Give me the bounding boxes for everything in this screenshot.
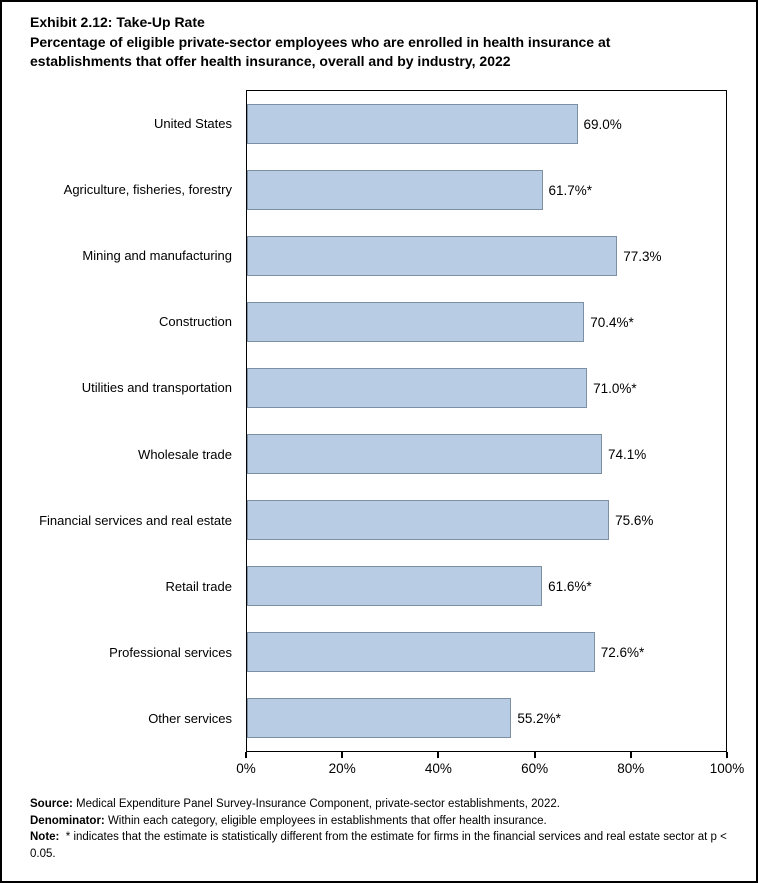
category-label: United States (153, 115, 232, 131)
bar (247, 434, 602, 474)
x-tick-label: 100% (709, 761, 745, 776)
category-label: Utilities and transportation (81, 380, 232, 396)
x-tick-label: 0% (236, 761, 256, 776)
bar (247, 632, 595, 672)
x-tick-label: 20% (328, 761, 356, 776)
category-label: Other services (148, 711, 232, 727)
bar (247, 368, 588, 408)
bar-row: 77.3% (247, 223, 726, 289)
bar-row: 72.6%* (247, 619, 726, 685)
note-label: Note: (30, 831, 60, 843)
category-label: Agriculture, fisheries, forestry (63, 181, 232, 197)
source-note: Source: Medical Expenditure Panel Survey… (30, 796, 738, 813)
x-tick-mark (629, 752, 632, 758)
category-label: Construction (159, 314, 232, 330)
bar (247, 170, 543, 210)
title-block: Exhibit 2.12: Take-Up Rate Percentage of… (30, 13, 708, 72)
category-label: Wholesale trade (138, 446, 232, 462)
bar-row: 69.0% (247, 91, 726, 157)
page-subtitle: Percentage of eligible private-sector em… (30, 33, 611, 70)
bar-row: 75.6% (247, 487, 726, 553)
x-tick-mark (245, 752, 247, 758)
note-text: * indicates that the estimate is statist… (30, 831, 727, 860)
denominator-note: Denominator: Within each category, eligi… (30, 813, 738, 830)
x-tick-mark (533, 752, 536, 758)
x-tick-mark (437, 752, 440, 758)
category-label: Financial services and real estate (39, 512, 232, 528)
category-label: Professional services (109, 645, 232, 661)
denominator-text: Within each category, eligible employees… (107, 814, 547, 827)
denominator-label: Denominator: (30, 814, 105, 827)
asterisk-note: Note: * indicates that the estimate is s… (30, 829, 738, 862)
bar (247, 566, 543, 606)
source-label: Source: (30, 798, 73, 810)
footnotes: Source: Medical Expenditure Panel Survey… (30, 796, 738, 862)
bar-row: 70.4%* (247, 289, 726, 355)
bar (247, 698, 512, 738)
bar-row: 55.2%* (247, 685, 726, 751)
plot-area: 69.0% 61.7%* 77.3% 70.4%* 71.0%* 74.1% 75.6% 61… (246, 90, 727, 752)
value-label: 74.1% (607, 446, 647, 462)
value-label: 72.6%* (600, 644, 645, 660)
value-label: 69.0% (583, 116, 622, 132)
x-tick-mark (726, 752, 728, 758)
x-tick-label: 60% (521, 761, 549, 776)
category-label: Mining and manufacturing (82, 248, 232, 263)
bar-rows: 69.0% 61.7%* 77.3% 70.4%* 71.0%* 74.1% 75.6% 61… (247, 91, 726, 751)
source-text: Medical Expenditure Panel Survey-Insuran… (76, 798, 560, 810)
category-label: Retail trade (165, 579, 232, 595)
value-label: 55.2%* (517, 710, 561, 726)
value-label: 77.3% (623, 248, 662, 264)
bar-row: 61.7%* (247, 157, 726, 223)
bar (247, 302, 585, 342)
page-title: Exhibit 2.12: Take-Up Rate (30, 14, 205, 30)
value-label: 71.0%* (593, 380, 637, 396)
value-label: 61.6%* (548, 578, 592, 594)
x-tick-label: 80% (617, 761, 645, 776)
x-tick-mark (341, 752, 344, 758)
x-axis: 0% 20% 40% 60% 80% 100% (236, 752, 744, 784)
bar (247, 236, 618, 276)
value-label: 70.4%* (590, 314, 634, 330)
value-label: 75.6% (615, 512, 654, 528)
category-labels: United States Agriculture, fisheries, for… (2, 90, 239, 752)
bar-row: 61.6%* (247, 553, 726, 619)
bar (247, 104, 578, 144)
bar (247, 500, 610, 540)
bar-row: 71.0%* (247, 355, 726, 421)
x-tick-label: 40% (424, 761, 452, 776)
value-label: 61.7%* (548, 182, 593, 198)
bar-row: 74.1% (247, 421, 726, 487)
